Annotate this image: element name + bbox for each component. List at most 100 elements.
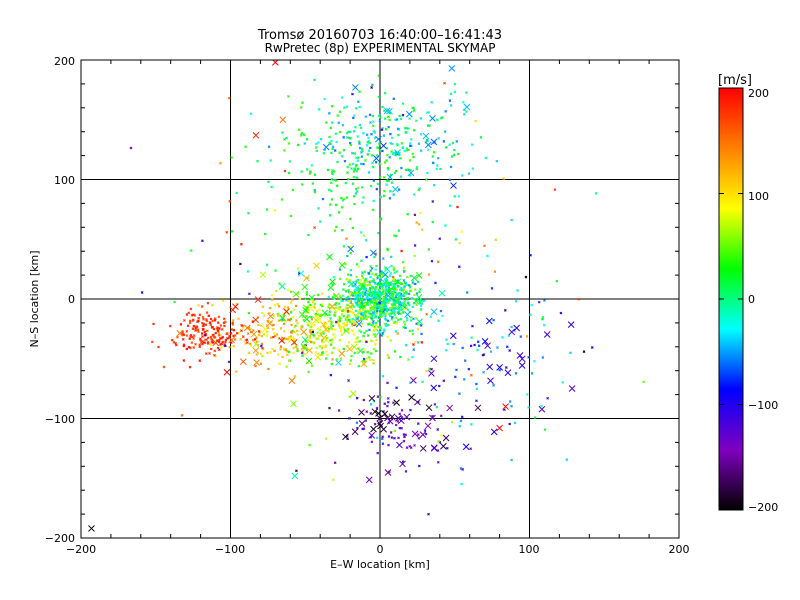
data-point-x [329,278,336,286]
data-point [270,298,274,301]
data-point [367,311,370,315]
data-point [216,329,220,333]
data-point [358,295,362,299]
data-point [285,365,289,368]
data-point [355,176,359,180]
data-point [357,265,361,269]
data-point [394,316,398,320]
data-point-x [347,245,355,253]
data-point [353,152,357,155]
data-point [345,298,348,302]
data-point [292,346,295,350]
data-point-x [502,403,509,410]
data-point [372,358,375,362]
data-point [309,170,312,173]
data-point [526,393,529,396]
data-point [316,327,320,331]
data-point [313,188,317,192]
data-point [240,323,244,327]
data-point-x [360,360,368,368]
data-point [296,333,299,336]
data-point [402,325,405,329]
data-point [380,298,384,302]
data-point [340,299,344,303]
data-point [388,314,392,318]
data-point-x [301,283,309,291]
data-point [274,269,277,272]
data-point [419,308,423,311]
data-point [376,276,379,280]
data-point [194,325,198,328]
data-point [355,275,359,279]
data-point [284,348,288,351]
data-point [397,133,400,137]
data-point [430,367,433,371]
data-point [386,404,389,408]
data-point [229,341,233,344]
data-point [327,319,331,323]
data-point-x [252,316,259,324]
data-point-x [326,253,333,261]
colorbar-tick-label: −100 [748,399,778,412]
data-point [436,156,440,160]
data-point [382,175,386,179]
data-point [368,113,372,117]
data-point [233,338,237,341]
data-point [379,218,383,221]
data-point [393,285,397,289]
data-point [339,325,343,329]
data-point [189,249,193,252]
data-point-x [438,289,446,297]
x-tick-label: 100 [519,543,540,556]
data-point [388,155,392,159]
data-point [354,125,357,129]
data-point [338,338,342,342]
data-point [408,286,412,289]
data-point [440,434,443,437]
data-point [197,319,200,323]
data-point [354,283,357,286]
data-point [527,405,530,409]
data-point [400,249,403,253]
data-point [222,317,226,321]
data-point [217,333,221,337]
data-point [392,266,396,270]
data-point [314,312,318,316]
data-point [348,300,352,303]
data-point [308,336,312,340]
data-point [338,319,342,323]
data-point [315,309,319,313]
data-point-x [223,368,231,376]
data-point [307,338,310,342]
data-point [386,400,390,404]
data-point [505,345,509,349]
data-point [208,321,212,324]
data-point [372,347,376,351]
data-point [474,119,478,123]
data-point [239,262,242,266]
data-point [391,275,395,279]
data-point [371,208,375,212]
colorbar-tick-label: 200 [748,87,769,100]
data-point [394,423,398,427]
data-point [364,311,367,315]
data-point [348,320,352,324]
data-point [428,367,432,371]
data-point [358,90,361,93]
data-point [460,482,463,486]
data-point [375,298,379,302]
data-point [247,351,251,355]
data-point [206,342,210,345]
data-point [450,420,454,424]
data-point [356,159,360,162]
data-point-x [300,343,308,350]
data-point [309,303,312,307]
data-point [427,273,431,276]
data-point [374,268,377,271]
data-point [375,187,379,191]
data-point [334,310,338,313]
data-point [407,358,410,361]
data-point [388,189,392,193]
data-point [316,293,320,297]
data-point [380,292,384,295]
